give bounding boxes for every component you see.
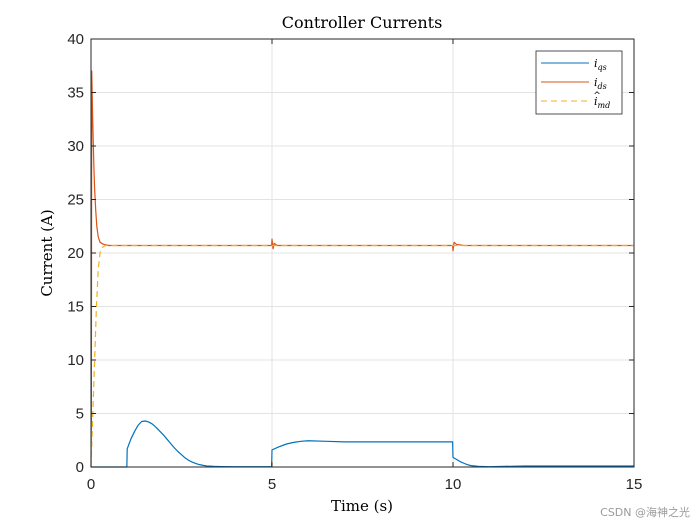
y-axis-label: Current (A)	[38, 209, 56, 296]
y-tick-label: 25	[67, 192, 84, 209]
watermark: CSDN @海神之光	[600, 505, 690, 519]
legend-label-iqs: iqs	[594, 57, 607, 72]
y-tick-label: 40	[67, 31, 84, 48]
y-tick-label: 30	[67, 138, 84, 155]
x-tick-label: 5	[268, 476, 276, 493]
series-line-2	[90, 244, 634, 468]
legend-label-ids: ids	[594, 76, 607, 91]
y-tick-label: 15	[67, 299, 84, 316]
x-tick-label: 15	[626, 476, 643, 493]
x-tick-label: 10	[445, 476, 462, 493]
y-tick-label: 35	[67, 85, 84, 102]
x-axis-ticks: 0 5 10 15	[87, 39, 643, 493]
y-tick-label: 5	[76, 406, 84, 423]
y-tick-label: 10	[67, 352, 84, 369]
x-axis-label: Time (s)	[331, 497, 393, 515]
legend-label-imd: imd	[594, 95, 610, 110]
plot-series	[90, 70, 634, 468]
series-line-0	[91, 420, 634, 468]
y-axis-ticks: 0 5 10 15 20 25 30 35 40	[67, 31, 634, 476]
chart-title: Controller Currents	[282, 13, 443, 32]
y-tick-label: 20	[67, 245, 84, 262]
x-tick-label: 0	[87, 476, 95, 493]
legend-hat-mark: ^	[593, 91, 601, 101]
legend: iqs ids imd ^	[535, 50, 623, 115]
series-line-1	[90, 70, 634, 468]
y-tick-label: 0	[76, 459, 84, 476]
